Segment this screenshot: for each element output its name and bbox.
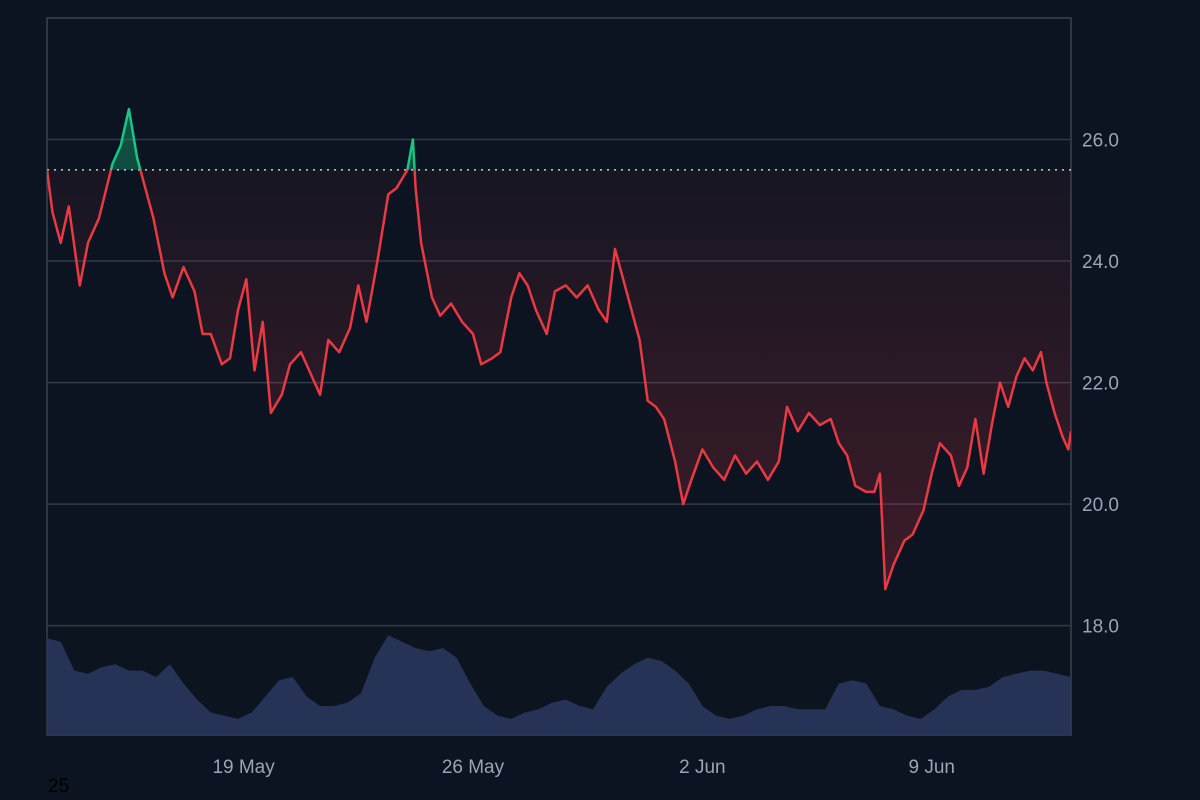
area-below-baseline (47, 169, 1071, 590)
y-tick-label: 20.0 (1082, 495, 1119, 516)
axes: 26.0 24.0 22.0 20.0 18.0 19 May 26 May 2 Jun 9 J… (212, 131, 1119, 778)
x-tick-label: 26 May (442, 757, 505, 778)
y-tick-label: 26.0 (1082, 131, 1119, 152)
price-line (47, 107, 1071, 591)
x-tick-label: 19 May (212, 757, 275, 778)
area-fill (47, 109, 1071, 590)
y-tick-label: 18.0 (1082, 617, 1119, 638)
volume-scale-label: 25 (48, 776, 70, 797)
price-line-below (47, 169, 1071, 591)
x-tick-label: 9 Jun (908, 757, 954, 778)
y-tick-label: 24.0 (1082, 252, 1119, 273)
y-tick-label: 22.0 (1082, 374, 1119, 395)
volume-area (47, 635, 1071, 735)
x-tick-label: 2 Jun (679, 757, 725, 778)
volume-bars (46, 632, 1071, 735)
